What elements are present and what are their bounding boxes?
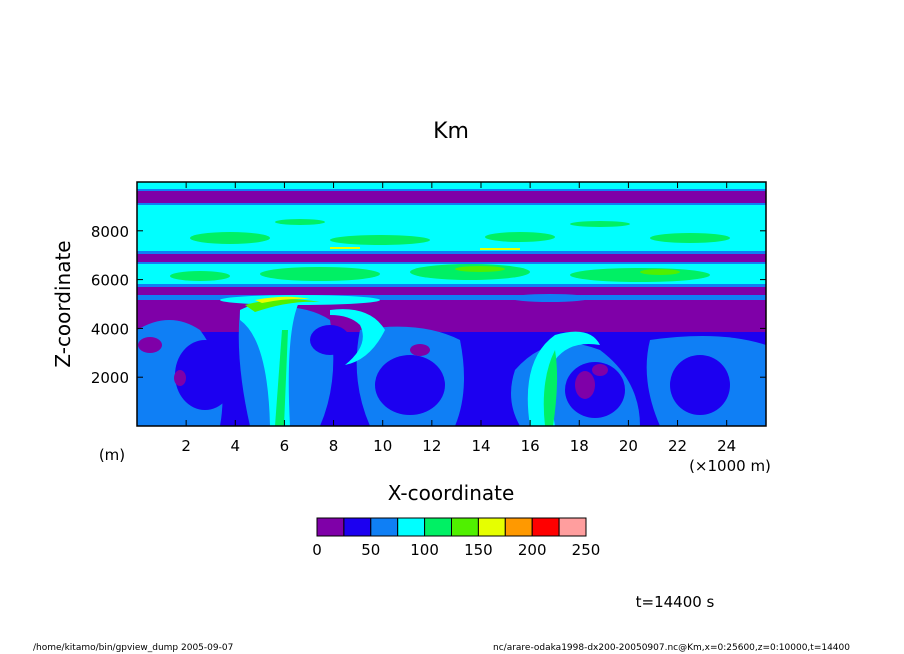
chart-title: Km (433, 119, 469, 144)
y-tick-label: 8000 (91, 223, 129, 241)
band-mid-purple (137, 284, 766, 332)
x-unit-label: (×1000 m) (689, 457, 771, 475)
x-tick-label: 4 (231, 437, 241, 455)
band-cyan-top (137, 182, 766, 190)
colorbar-swatch (397, 517, 426, 537)
x-tick-label: 12 (422, 437, 441, 455)
colorbar-swatch (370, 517, 399, 537)
plot-frame (136, 181, 767, 427)
y-tick-label: 6000 (91, 272, 129, 290)
band-purple-92 (137, 190, 766, 204)
colorbar-swatch (343, 517, 372, 537)
plume-left-green (275, 330, 288, 426)
colorbar-swatch (424, 517, 453, 537)
colorbar-swatch (477, 517, 506, 537)
y-unit-label: (m) (99, 446, 125, 464)
colorbar-swatch (316, 517, 345, 537)
colorbar-tick-label: 250 (572, 541, 601, 559)
x-axis-ticks: 2 4 6 8 10 12 14 16 18 20 22 24 (181, 182, 736, 455)
x-tick-label: 10 (373, 437, 392, 455)
x-tick-label: 14 (471, 437, 490, 455)
colorbar-swatch (504, 517, 533, 537)
colorbar-swatch (451, 517, 479, 537)
y-axis-ticks: 2000 4000 6000 8000 (91, 223, 766, 387)
x-tick-label: 2 (181, 437, 191, 455)
x-tick-label: 18 (570, 437, 589, 455)
lower-green-patches (170, 264, 710, 282)
colorbar-tick-label: 100 (410, 541, 439, 559)
colorbar-tick-label: 0 (312, 541, 322, 559)
footer-right: nc/arare-odaka1998-dx200-20050907.nc@Km,… (493, 643, 850, 653)
plume-right-green (543, 350, 558, 426)
y-tick-label: 2000 (91, 369, 129, 387)
x-tick-label: 20 (619, 437, 638, 455)
colorbar-swatch (531, 517, 560, 537)
colorbar-swatch (558, 517, 587, 537)
y-tick-label: 4000 (91, 320, 129, 338)
colorbar: 0 50 100 150 200 250 (312, 517, 601, 559)
x-tick-label: 22 (668, 437, 687, 455)
x-axis-title: X-coordinate (388, 481, 515, 505)
x-tick-label: 24 (717, 437, 736, 455)
colorbar-tick-label: 50 (361, 541, 380, 559)
lower-purple-patches (138, 337, 608, 399)
plot-area (137, 182, 766, 426)
colorbar-tick-label: 150 (464, 541, 493, 559)
x-tick-label: 6 (280, 437, 290, 455)
x-tick-label: 16 (521, 437, 540, 455)
colorbar-tick-label: 200 (518, 541, 547, 559)
upper-yellow-streaks (330, 247, 520, 250)
upper-green-patches (190, 219, 730, 245)
footer-left: /home/kitamo/bin/gpview_dump 2005-09-07 (33, 643, 233, 653)
band-purple-65 (137, 252, 766, 264)
y-axis-title: Z-coordinate (51, 240, 75, 367)
lower-darkblue-cores (175, 325, 730, 418)
time-label: t=14400 s (636, 593, 715, 611)
band-cyan-upper (137, 204, 766, 252)
lower-lime-patches (455, 266, 680, 275)
x-tick-label: 8 (329, 437, 339, 455)
